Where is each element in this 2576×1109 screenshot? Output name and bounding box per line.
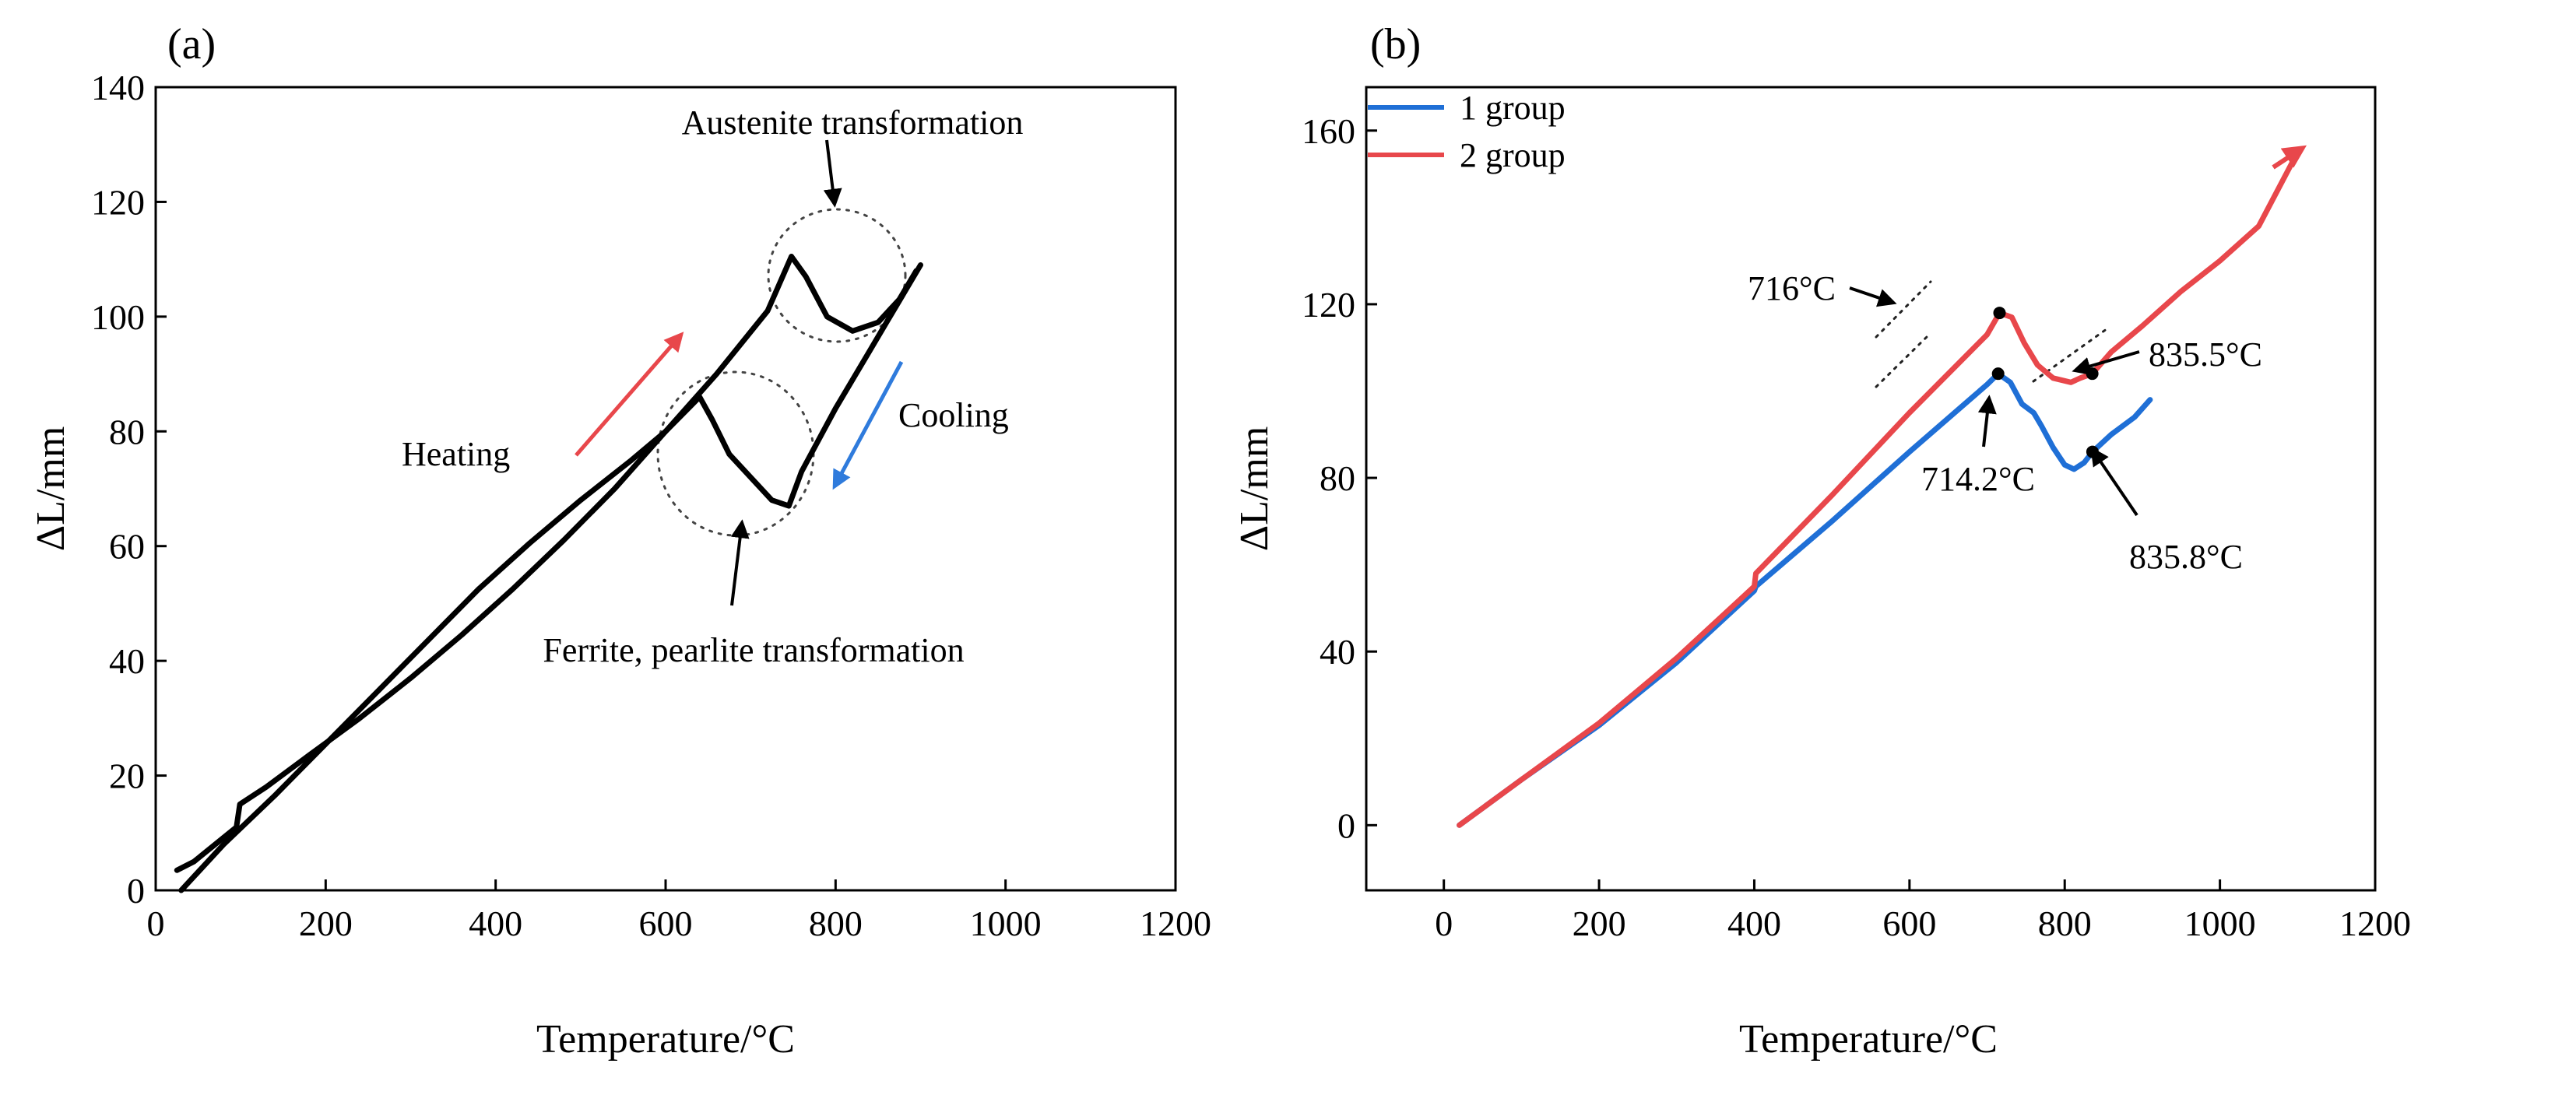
x-tick-label: 1200 bbox=[1140, 904, 1211, 943]
panel-b-ylabel: ΔL/mm bbox=[1232, 426, 1277, 552]
legend-label-1-group: 1 group bbox=[1460, 89, 1566, 127]
y-tick-label: 20 bbox=[109, 756, 145, 796]
annotation-716: 716°C bbox=[1748, 269, 1836, 307]
heating-direction-arrow bbox=[575, 332, 684, 457]
x-tick-label: 200 bbox=[1573, 904, 1626, 943]
legend: 1 group 2 group bbox=[1368, 89, 1566, 174]
curve-1-group bbox=[1457, 370, 2153, 828]
y-tick-label: 80 bbox=[109, 412, 145, 451]
y-tick-label: 80 bbox=[1320, 458, 1355, 498]
arrow-835-8 bbox=[2090, 447, 2138, 517]
annotation-heating: Heating bbox=[402, 435, 510, 473]
y-tick-label: 100 bbox=[91, 297, 145, 337]
x-tick-label: 0 bbox=[147, 904, 165, 943]
y-tick-label: 120 bbox=[1302, 285, 1355, 325]
curve-cooling bbox=[178, 262, 923, 893]
y-tick-label: 40 bbox=[109, 641, 145, 681]
arrow-716 bbox=[1849, 286, 1897, 307]
x-tick-label: 1000 bbox=[970, 904, 1042, 943]
panel-a-ticks: 0 200 400 600 800 1000 1200 0 20 40 60 80 100 120 140 bbox=[91, 68, 1211, 943]
x-tick-label: 600 bbox=[639, 904, 693, 943]
y-tick-label: 140 bbox=[91, 68, 145, 107]
x-tick-label: 1000 bbox=[2184, 904, 2256, 943]
curve-heating bbox=[174, 254, 919, 873]
y-tick-label: 160 bbox=[1302, 111, 1355, 151]
curve-2-group bbox=[1457, 149, 2300, 828]
annotation-ferrite: Ferrite, pearlite transformation bbox=[543, 631, 964, 669]
annotation-714-2: 714.2°C bbox=[1921, 460, 2035, 498]
panel-b-frame bbox=[1365, 86, 2377, 892]
panel-b-ticks: 0 200 400 600 800 1000 1200 0 40 80 120 160 bbox=[1302, 111, 2411, 943]
arrow-714-2 bbox=[1977, 395, 1997, 447]
panel-a-ylabel: ΔL/mm bbox=[29, 426, 73, 552]
x-tick-label: 400 bbox=[1727, 904, 1781, 943]
tangent-line-1-group bbox=[1875, 333, 1931, 388]
panel-b-xlabel: Temperature/°C bbox=[1739, 1017, 1998, 1062]
x-tick-label: 200 bbox=[299, 904, 353, 943]
tangent-line-2-group-end bbox=[2032, 325, 2111, 383]
cooling-direction-arrow bbox=[832, 360, 904, 490]
y-tick-label: 0 bbox=[1337, 805, 1355, 845]
y-tick-label: 60 bbox=[109, 527, 145, 567]
x-tick-label: 800 bbox=[809, 904, 863, 943]
ferrite-pointer-arrow bbox=[730, 519, 750, 606]
x-tick-label: 800 bbox=[2038, 904, 2092, 943]
arrow-835-5 bbox=[2072, 350, 2140, 376]
legend-label-2-group: 2 group bbox=[1460, 136, 1566, 174]
transition-point-marker bbox=[1991, 367, 2005, 381]
tangent-line-2-group bbox=[1875, 280, 1932, 339]
panel-a: (a) 0 200 400 600 800 1000 1200 0 20 40 60 80 100 120… bbox=[29, 20, 1211, 1062]
transition-point-marker bbox=[2086, 367, 2099, 381]
panel-a-label: (a) bbox=[167, 20, 216, 68]
y-tick-label: 40 bbox=[1320, 632, 1355, 672]
austenite-pointer-arrow bbox=[823, 139, 842, 208]
annotation-835-8: 835.8°C bbox=[2129, 538, 2243, 576]
panel-b: (b) 0 200 400 600 800 1000 1200 0 40 80 120 160 Tem… bbox=[1232, 20, 2411, 1062]
x-tick-label: 400 bbox=[469, 904, 522, 943]
y-tick-label: 120 bbox=[91, 182, 145, 222]
curve-2-group-end-arrow bbox=[2272, 145, 2307, 170]
ferrite-circle bbox=[656, 370, 815, 537]
x-tick-label: 0 bbox=[1435, 904, 1453, 943]
annotation-austenite: Austenite transformation bbox=[682, 104, 1024, 142]
austenite-circle bbox=[767, 208, 907, 343]
annotation-cooling: Cooling bbox=[898, 396, 1009, 434]
x-tick-label: 600 bbox=[1882, 904, 1936, 943]
x-tick-label: 1200 bbox=[2339, 904, 2411, 943]
panel-a-xlabel: Temperature/°C bbox=[536, 1017, 795, 1062]
transition-point-marker bbox=[1993, 307, 2006, 320]
annotation-835-5: 835.5°C bbox=[2149, 335, 2262, 374]
y-tick-label: 0 bbox=[127, 871, 145, 911]
panel-b-label: (b) bbox=[1370, 20, 1421, 68]
